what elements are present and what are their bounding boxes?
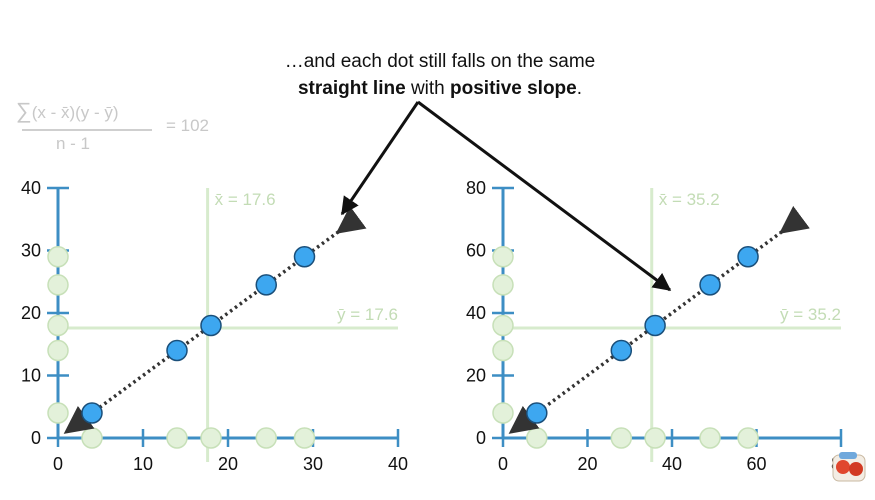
callout-line-1: …and each dot still falls on the same — [284, 51, 596, 72]
y-tick-label: 80 — [466, 178, 486, 198]
y-projection-dot — [492, 246, 514, 268]
data-point — [255, 274, 277, 296]
y-tick-label: 40 — [466, 303, 486, 323]
y-projection-dot — [47, 246, 69, 268]
data-point — [81, 402, 103, 424]
y-tick-label: 40 — [21, 178, 41, 198]
data-point — [200, 314, 222, 337]
data-point — [526, 402, 548, 424]
callout-arrows — [340, 100, 672, 292]
x-tick-label: 10 — [133, 454, 153, 474]
data-point — [293, 246, 316, 268]
data-point — [166, 339, 188, 362]
callout-line-2: straight line with positive slope. — [200, 75, 680, 102]
y-projection-dot — [492, 339, 514, 362]
data-point — [644, 314, 666, 337]
formula-denominator: n - 1 — [56, 134, 91, 153]
x-projection-dot — [644, 427, 666, 449]
y-projection-dot — [47, 314, 69, 337]
y-tick-label: 0 — [476, 428, 486, 448]
x-projection-dot — [293, 427, 316, 449]
callout-arrow-right — [417, 100, 672, 292]
y-projection-dot — [47, 274, 69, 296]
x-projection-dot — [166, 427, 188, 449]
formula-numerator: ∑(x - x̄)(y - ȳ) — [16, 98, 119, 124]
x-tick-label: 20 — [218, 454, 238, 474]
callout-period: . — [576, 78, 583, 99]
mean-x-label: x̄ = 35.2 — [659, 190, 720, 209]
y-projection-dot — [47, 339, 69, 362]
y-projection-dot — [47, 402, 69, 424]
x-tick-label: 40 — [662, 454, 682, 474]
y-projection-dot — [492, 314, 514, 337]
data-point — [699, 274, 721, 296]
x-tick-label: 40 — [388, 454, 408, 474]
x-projection-dot — [610, 427, 633, 449]
x-tick-label: 30 — [303, 454, 323, 474]
callout-bold-positive-slope: positive slope — [450, 78, 577, 99]
callout-with: with — [405, 78, 451, 99]
data-point — [737, 246, 759, 268]
x-projection-dot — [81, 427, 103, 449]
callout-bold-straight-line: straight line — [297, 78, 406, 99]
x-projection-dot — [526, 427, 548, 449]
mean-x-label: x̄ = 17.6 — [215, 190, 276, 209]
y-projection-dot — [492, 274, 514, 296]
scatter-chart-2: x̄ = 35.2ȳ = 35.2020406080020406080 — [466, 178, 851, 474]
x-projection-dot — [699, 427, 721, 449]
y-tick-label: 0 — [31, 428, 41, 448]
x-projection-dot — [200, 427, 222, 449]
scatter-chart-1: x̄ = 17.6 ȳ = 17.6 0 10 20 30 40 0 10 20 30 40 — [21, 178, 408, 474]
data-point — [610, 339, 633, 362]
x-tick-label: 0 — [498, 454, 508, 474]
y-tick-label: 30 — [21, 241, 41, 261]
mean-y-label: ȳ = 35.2 — [780, 305, 841, 324]
x-tick-label: 60 — [746, 454, 766, 474]
callout-arrow-left — [340, 101, 420, 216]
brand-logo-icon — [832, 452, 866, 482]
mean-y-label: ȳ = 17.6 — [337, 305, 398, 324]
x-projection-dot — [737, 427, 759, 449]
y-tick-label: 20 — [21, 303, 41, 323]
callout-text: …and each dot still falls on the same st… — [200, 48, 680, 102]
y-tick-label: 10 — [21, 366, 41, 386]
sigma-symbol: ∑ — [16, 98, 32, 123]
y-projection-dot — [492, 402, 514, 424]
formula-numerator-text: (x - x̄)(y - ȳ) — [31, 103, 119, 122]
x-projection-dot — [255, 427, 277, 449]
formula-result: = 102 — [166, 116, 210, 135]
x-tick-label: 20 — [577, 454, 597, 474]
y-tick-label: 60 — [466, 241, 486, 261]
x-tick-label: 0 — [53, 454, 63, 474]
y-tick-label: 20 — [466, 366, 486, 386]
formula-fraction-bar — [22, 129, 152, 131]
